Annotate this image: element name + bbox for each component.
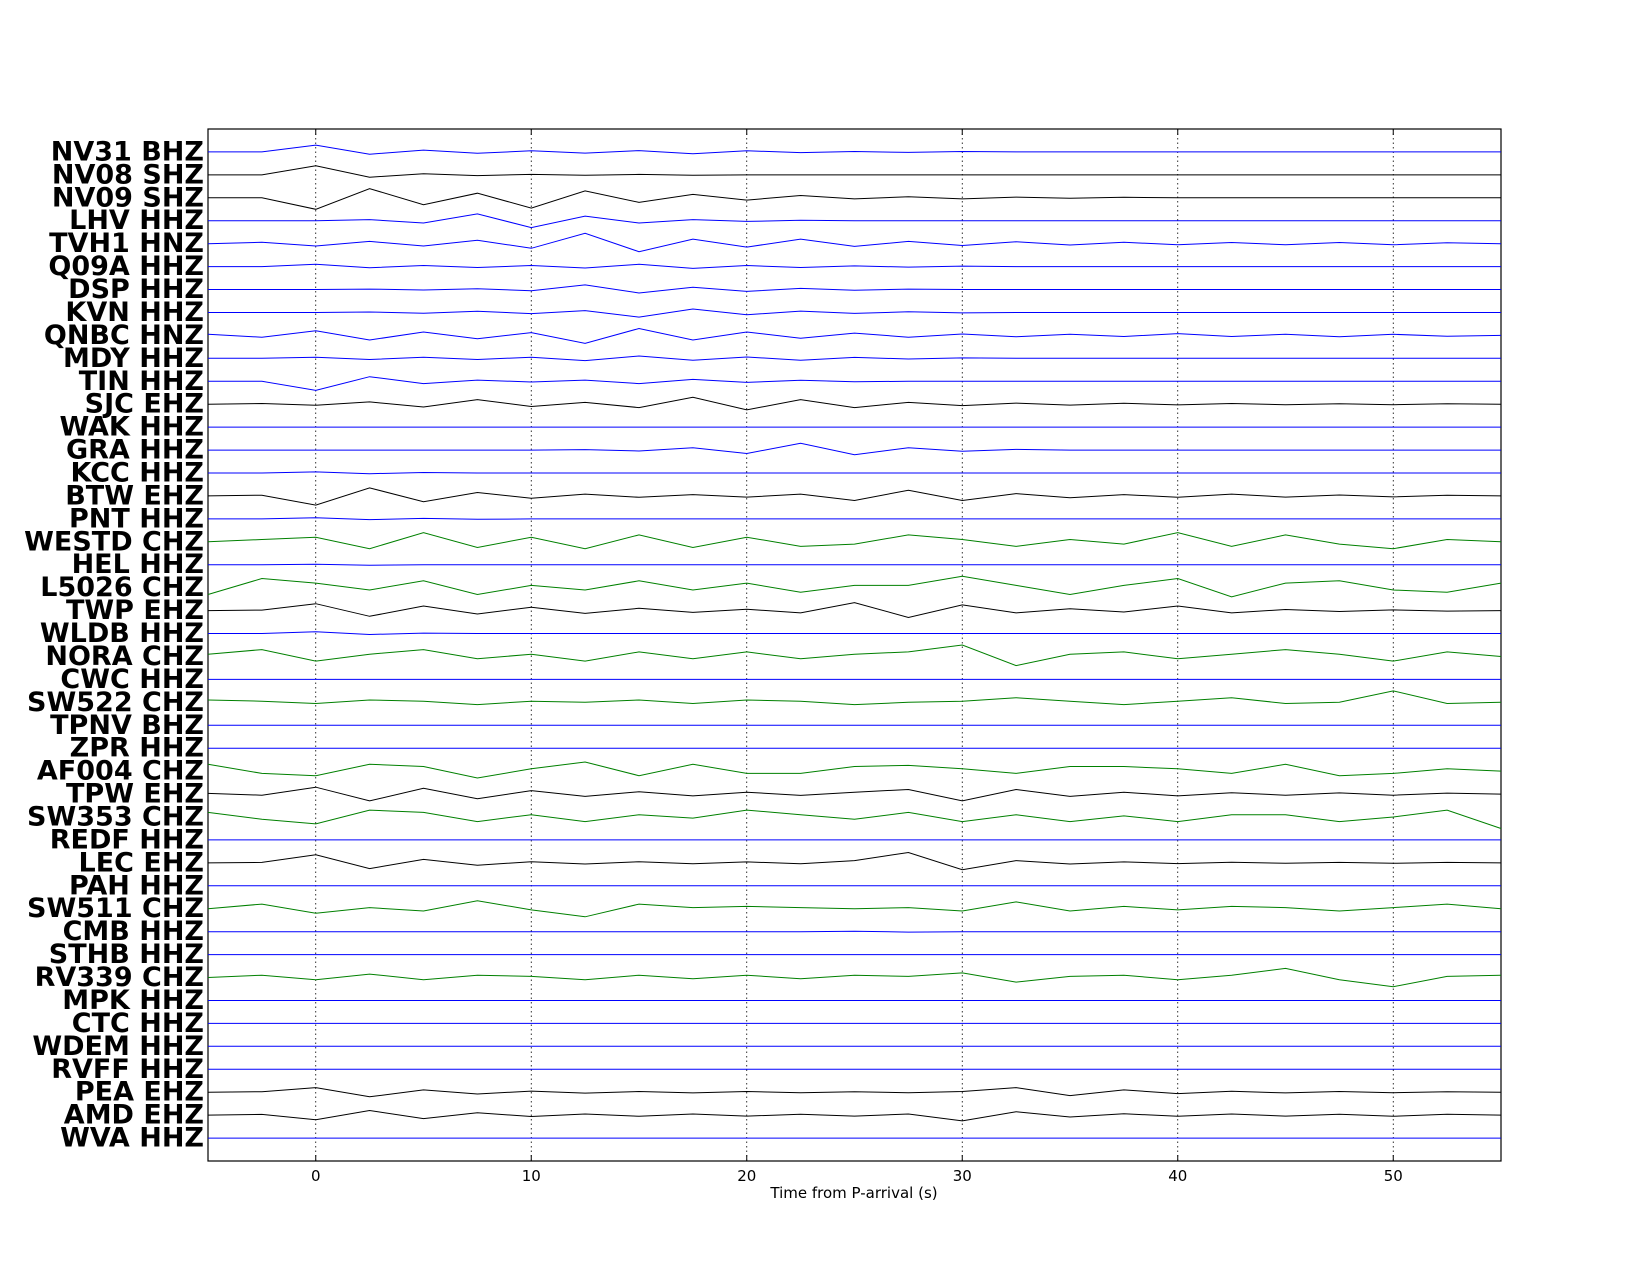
trace [207,786,1502,802]
plot-frame [207,128,1502,1162]
x-tick-label: 40 [1168,1167,1187,1185]
station-label: HEL HHZ [72,549,204,580]
trace [208,308,1501,318]
station-label: PNT HHZ [69,503,204,534]
station-label: WESTD CHZ [24,526,204,557]
trace [208,471,1501,475]
station-label: REDF HHZ [50,824,204,855]
trace [208,188,1501,210]
station-label: CWC HHZ [60,664,204,695]
station-label: CTC HHZ [72,1008,204,1039]
station-label: TIN HHZ [79,366,204,397]
station-label: GRA HHZ [66,435,204,466]
trace [208,355,1501,362]
station-label: STHB HHZ [49,939,204,970]
trace [207,602,1502,619]
trace [207,396,1502,411]
station-label: RVFF HHZ [51,1054,204,1085]
trace [207,967,1502,988]
station-label: DSP HHZ [68,274,204,305]
station-label: QNBC HNZ [44,320,204,351]
trace [208,930,1501,933]
station-label: MDY HHZ [63,343,204,374]
station-label: L5026 CHZ [40,572,204,603]
trace [208,144,1501,155]
station-label: WDEM HHZ [32,1031,204,1062]
station-label: NORA CHZ [45,641,204,672]
x-tick-label: 0 [311,1167,321,1185]
trace [207,232,1502,253]
trace [207,532,1502,550]
trace [207,327,1502,344]
x-tick-label: 20 [737,1167,756,1185]
trace [208,165,1501,178]
trace [207,851,1502,871]
trace [207,487,1502,506]
station-label: AMD EHZ [64,1100,204,1131]
trace [208,517,1501,521]
x-tick-label: 10 [522,1167,541,1185]
trace [207,1109,1502,1122]
station-label: BTW EHZ [65,480,204,511]
station-label: AF004 CHZ [37,756,204,787]
station-label: SJC EHZ [85,389,204,420]
station-label: PAH HHZ [69,870,204,901]
station-label: ZPR HHZ [70,733,204,764]
trace [208,284,1501,294]
station-label: KCC HHZ [70,458,204,489]
x-axis-label: Time from P-arrival (s) [769,1184,937,1202]
station-label: Q09A HHZ [48,251,204,282]
station-label: NV09 SHZ [52,182,204,213]
station-label: TPW EHZ [66,779,204,810]
station-label: RV339 CHZ [35,962,204,993]
trace [208,631,1501,636]
x-tick-label: 50 [1384,1167,1403,1185]
station-label: TWP EHZ [66,595,204,626]
trace [207,644,1502,667]
station-label: PEA EHZ [75,1077,204,1108]
trace [207,1087,1502,1098]
station-label: LHV HHZ [69,205,204,236]
station-label: KVN HHZ [65,297,204,328]
station-label: MPK HHZ [62,985,204,1016]
station-label: CMB HHZ [63,916,204,947]
station-label: TVH1 HNZ [49,228,204,259]
station-label: SW522 CHZ [27,687,204,718]
trace [207,690,1502,706]
station-label: SW353 CHZ [27,802,204,833]
trace [207,761,1502,779]
trace [207,900,1502,918]
station-label: NV08 SHZ [52,159,204,190]
trace [208,263,1501,269]
trace [208,563,1501,566]
station-label: WLDB HHZ [40,618,204,649]
x-tick-label: 30 [953,1167,972,1185]
trace [208,213,1501,229]
trace [208,442,1501,456]
station-label: SW511 CHZ [27,893,204,924]
trace [207,575,1502,598]
trace [207,809,1502,829]
station-label: WVA HHZ [60,1123,204,1154]
station-label: NV31 BHZ [51,136,204,167]
station-label: WAK HHZ [59,412,204,443]
station-label: LEC EHZ [79,847,204,878]
station-label: TPNV BHZ [50,710,204,741]
trace [208,376,1501,391]
